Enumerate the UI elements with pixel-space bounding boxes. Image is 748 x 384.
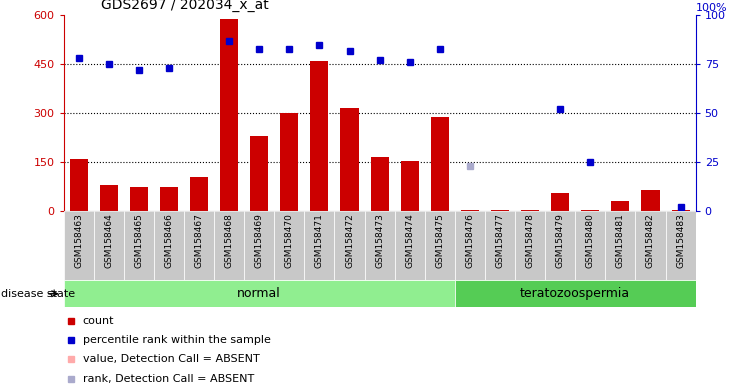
Bar — [575, 211, 605, 280]
Bar — [515, 211, 545, 280]
Text: GSM158471: GSM158471 — [315, 213, 324, 268]
Bar — [551, 193, 569, 211]
Bar — [184, 211, 214, 280]
Text: GSM158482: GSM158482 — [646, 213, 655, 268]
Bar — [672, 210, 690, 211]
Bar — [666, 211, 696, 280]
Text: percentile rank within the sample: percentile rank within the sample — [82, 335, 271, 345]
Bar — [425, 211, 455, 280]
Bar — [244, 211, 275, 280]
Bar — [521, 210, 539, 211]
Bar — [123, 211, 154, 280]
Bar — [280, 113, 298, 211]
Text: GSM158480: GSM158480 — [586, 213, 595, 268]
Text: GSM158470: GSM158470 — [285, 213, 294, 268]
Bar — [455, 211, 485, 280]
Bar — [611, 201, 629, 211]
Text: disease state: disease state — [1, 289, 75, 299]
Text: GSM158473: GSM158473 — [375, 213, 384, 268]
Bar — [220, 19, 238, 211]
Text: GSM158474: GSM158474 — [405, 213, 414, 268]
Bar — [340, 108, 358, 211]
Bar — [250, 136, 269, 211]
Bar — [581, 210, 599, 211]
Text: GSM158463: GSM158463 — [74, 213, 83, 268]
Bar — [64, 211, 94, 280]
Bar — [364, 211, 395, 280]
Text: GSM158468: GSM158468 — [224, 213, 233, 268]
Text: rank, Detection Call = ABSENT: rank, Detection Call = ABSENT — [82, 374, 254, 384]
Text: GSM158464: GSM158464 — [104, 213, 113, 268]
Text: GSM158479: GSM158479 — [556, 213, 565, 268]
Bar — [310, 61, 328, 211]
Bar — [605, 211, 636, 280]
Bar — [461, 210, 479, 211]
Text: value, Detection Call = ABSENT: value, Detection Call = ABSENT — [82, 354, 260, 364]
Text: GSM158481: GSM158481 — [616, 213, 625, 268]
Text: GDS2697 / 202034_x_at: GDS2697 / 202034_x_at — [101, 0, 269, 12]
Bar — [401, 161, 419, 211]
Bar — [64, 280, 455, 307]
Bar — [642, 190, 660, 211]
Bar — [334, 211, 364, 280]
Bar — [304, 211, 334, 280]
Bar — [154, 211, 184, 280]
Bar — [491, 210, 509, 211]
Bar — [94, 211, 123, 280]
Bar — [636, 211, 666, 280]
Text: GSM158478: GSM158478 — [526, 213, 535, 268]
Text: teratozoospermia: teratozoospermia — [520, 287, 631, 300]
Bar — [545, 211, 575, 280]
Bar — [395, 211, 425, 280]
Bar — [431, 117, 449, 211]
Text: 100%: 100% — [696, 3, 727, 13]
Text: GSM158469: GSM158469 — [255, 213, 264, 268]
Bar — [160, 187, 178, 211]
Bar — [190, 177, 208, 211]
Text: GSM158483: GSM158483 — [676, 213, 685, 268]
Bar — [455, 280, 696, 307]
Text: GSM158467: GSM158467 — [194, 213, 203, 268]
Text: GSM158472: GSM158472 — [345, 213, 354, 268]
Bar — [130, 187, 148, 211]
Text: GSM158475: GSM158475 — [435, 213, 444, 268]
Text: normal: normal — [237, 287, 281, 300]
Bar — [214, 211, 244, 280]
Text: GSM158466: GSM158466 — [165, 213, 174, 268]
Bar — [70, 159, 88, 211]
Text: count: count — [82, 316, 114, 326]
Text: GSM158465: GSM158465 — [135, 213, 144, 268]
Bar — [485, 211, 515, 280]
Bar — [99, 185, 117, 211]
Bar — [275, 211, 304, 280]
Text: GSM158476: GSM158476 — [465, 213, 474, 268]
Text: GSM158477: GSM158477 — [495, 213, 504, 268]
Bar — [370, 157, 389, 211]
